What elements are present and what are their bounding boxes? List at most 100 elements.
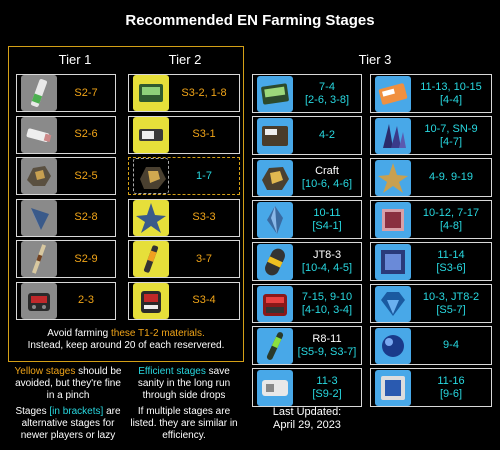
battery-icon	[21, 75, 57, 111]
red-machine-icon	[133, 282, 169, 319]
tier3_left-stage-label: Craft [10-6, 4-6]	[293, 165, 361, 191]
stage-text: S2-9	[74, 252, 98, 265]
tier3_left-cell: 11-3 [S9-2]	[252, 368, 362, 407]
tier3_right-stage-label: 11-14 [S3-6]	[411, 249, 491, 275]
tier3_right-cell: 11-14 [S3-6]	[370, 242, 492, 281]
alt-stage-text: [4-4]	[439, 93, 462, 106]
legend-brackets-text: are alternative stages for newer players…	[20, 406, 121, 441]
red-device-icon	[21, 282, 57, 319]
green-case-icon	[257, 75, 293, 112]
legend-yellow: Yellow stages should be avoided, but the…	[12, 366, 124, 402]
tier2-cell: S3-2, 1-8	[128, 74, 240, 112]
gold-star-icon	[375, 159, 411, 196]
green-box-icon	[133, 75, 169, 111]
stage-text: JT8-3	[312, 248, 342, 261]
blue-gem-icon	[375, 285, 411, 322]
alt-stage-text: [2-6, 3-8]	[304, 93, 350, 106]
stage-text: S2-5	[74, 169, 98, 182]
legend-yellow-text: should be avoided, but they're fine in a…	[15, 366, 122, 401]
alt-stage-text: [10-6, 4-6]	[301, 177, 353, 190]
legend-brackets: Stages [in brackets] are alternative sta…	[12, 406, 124, 442]
alt-stage-text: [9-6]	[439, 387, 462, 400]
tier3_left-stage-label: 4-2	[293, 129, 361, 142]
stage-text: S2-7	[74, 86, 98, 99]
tier2-stage-label: S3-3	[169, 211, 239, 224]
alt-stage-text: [S3-6]	[436, 261, 466, 274]
tier3_right-stage-label: 10-7, SN-9 [4-7]	[411, 123, 491, 149]
tier1-cell: S2-6	[16, 115, 116, 154]
tier1-stage-label: S2-6	[57, 128, 115, 141]
stage-text: 7-4	[319, 80, 335, 93]
stage-text: S3-3	[192, 211, 216, 223]
tier1-stage-label: 2-3	[57, 294, 115, 307]
white-device-icon	[257, 369, 293, 406]
tier3_left-stage-label: 7-4 [2-6, 3-8]	[293, 81, 361, 107]
red-generator-icon	[257, 285, 293, 322]
tier3_right-cell: 11-13, 10-15 [4-4]	[370, 74, 492, 113]
tier1-cell: S2-5	[16, 157, 116, 195]
stage-text: 4-9. 9-19	[428, 171, 474, 183]
tier3_left-stage-label: R8-11 [S5-9, S3-7]	[293, 333, 361, 359]
alt-stage-text: [10-4, 4-5]	[301, 261, 353, 274]
tier3_right-cell: 10-3, JT8-2 [S5-7]	[370, 284, 492, 323]
stage-text: S3-2, 1-8	[181, 86, 227, 99]
tier2-stage-label: S3-2, 1-8	[169, 87, 239, 100]
alt-stage-text: [S5-7]	[436, 303, 466, 316]
tier3_left-cell: JT8-3 [10-4, 4-5]	[252, 242, 362, 281]
last-updated-date: April 29, 2023	[273, 419, 341, 431]
star-crystal-icon	[133, 199, 169, 236]
tier-2-header: Tier 2	[168, 52, 202, 67]
tier-1-2-frame	[8, 46, 244, 362]
stage-text: 9-4	[443, 339, 459, 351]
tier3_left-cell: 7-15, 9-10 [4-10, 3-4]	[252, 284, 362, 323]
legend-efficient-title: Efficient stages	[138, 366, 206, 377]
usb-drive-icon	[133, 116, 169, 153]
tier3_right-cell: 9-4	[370, 326, 492, 365]
tier3_left-stage-label: JT8-3 [10-4, 4-5]	[293, 249, 361, 275]
blue-crystal-icon	[21, 199, 57, 236]
tier3_right-stage-label: 11-13, 10-15 [4-4]	[411, 81, 491, 107]
tier2-cell: S3-1	[128, 115, 240, 154]
stage-text: 10-11	[313, 206, 341, 219]
stage-text: 10-7, SN-9	[424, 122, 478, 135]
tier1-cell: S2-8	[16, 198, 116, 237]
tier1-cell: 2-3	[16, 281, 116, 320]
tier1-stage-label: S2-7	[57, 87, 115, 100]
legend-multiple: If multiple stages are listed. they are …	[130, 406, 238, 441]
tier3_right-cell: 10-7, SN-9 [4-7]	[370, 116, 492, 155]
last-updated: Last Updated: April 29, 2023	[252, 406, 362, 432]
stage-text: S3-4	[192, 294, 216, 306]
legend-efficient: Efficient stages save sanity in the long…	[126, 366, 242, 402]
tier2-cell: 1-7	[128, 157, 240, 195]
green-tube-icon	[257, 327, 293, 364]
blue-sphere-icon	[375, 327, 411, 364]
stage-text: S3-1	[192, 128, 216, 140]
tier1-cell: S2-7	[16, 74, 116, 112]
ore-cluster-icon	[257, 159, 293, 196]
tier3_left-stage-label: 7-15, 9-10 [4-10, 3-4]	[293, 291, 361, 317]
stage-text: S2-8	[74, 211, 98, 223]
tier3_right-cell: 10-12, 7-17 [4-8]	[370, 200, 492, 239]
stage-text: S2-6	[74, 128, 98, 140]
tier2-stage-label: 1-7	[169, 170, 239, 183]
stage-text: 2-3	[78, 294, 94, 306]
tier3_left-cell: 4-2	[252, 116, 362, 155]
tier2-cell: 3-7	[128, 240, 240, 278]
tier3_right-stage-label: 10-3, JT8-2 [S5-7]	[411, 291, 491, 317]
ore-chunk-icon	[133, 158, 169, 194]
avoid-note: Avoid farming these T1-2 materials. Inst…	[12, 328, 240, 352]
capsule-icon	[257, 243, 293, 280]
card-icon	[375, 75, 411, 112]
tier2-stage-label: S3-4	[169, 294, 239, 307]
stage-text: Craft	[315, 164, 339, 177]
tier2-stage-label: S3-1	[169, 128, 239, 141]
alt-stage-text: [4-8]	[439, 219, 462, 232]
legend-brackets-pre: Stages	[15, 406, 50, 417]
tier3_left-cell: 7-4 [2-6, 3-8]	[252, 74, 362, 113]
blue-cube-icon	[375, 243, 411, 280]
stage-text: 10-12, 7-17	[422, 206, 480, 219]
pink-crate-icon	[375, 201, 411, 238]
stage-text: 7-15, 9-10	[301, 290, 353, 303]
notebook-icon	[257, 117, 293, 154]
blue-panel-icon	[375, 369, 411, 406]
